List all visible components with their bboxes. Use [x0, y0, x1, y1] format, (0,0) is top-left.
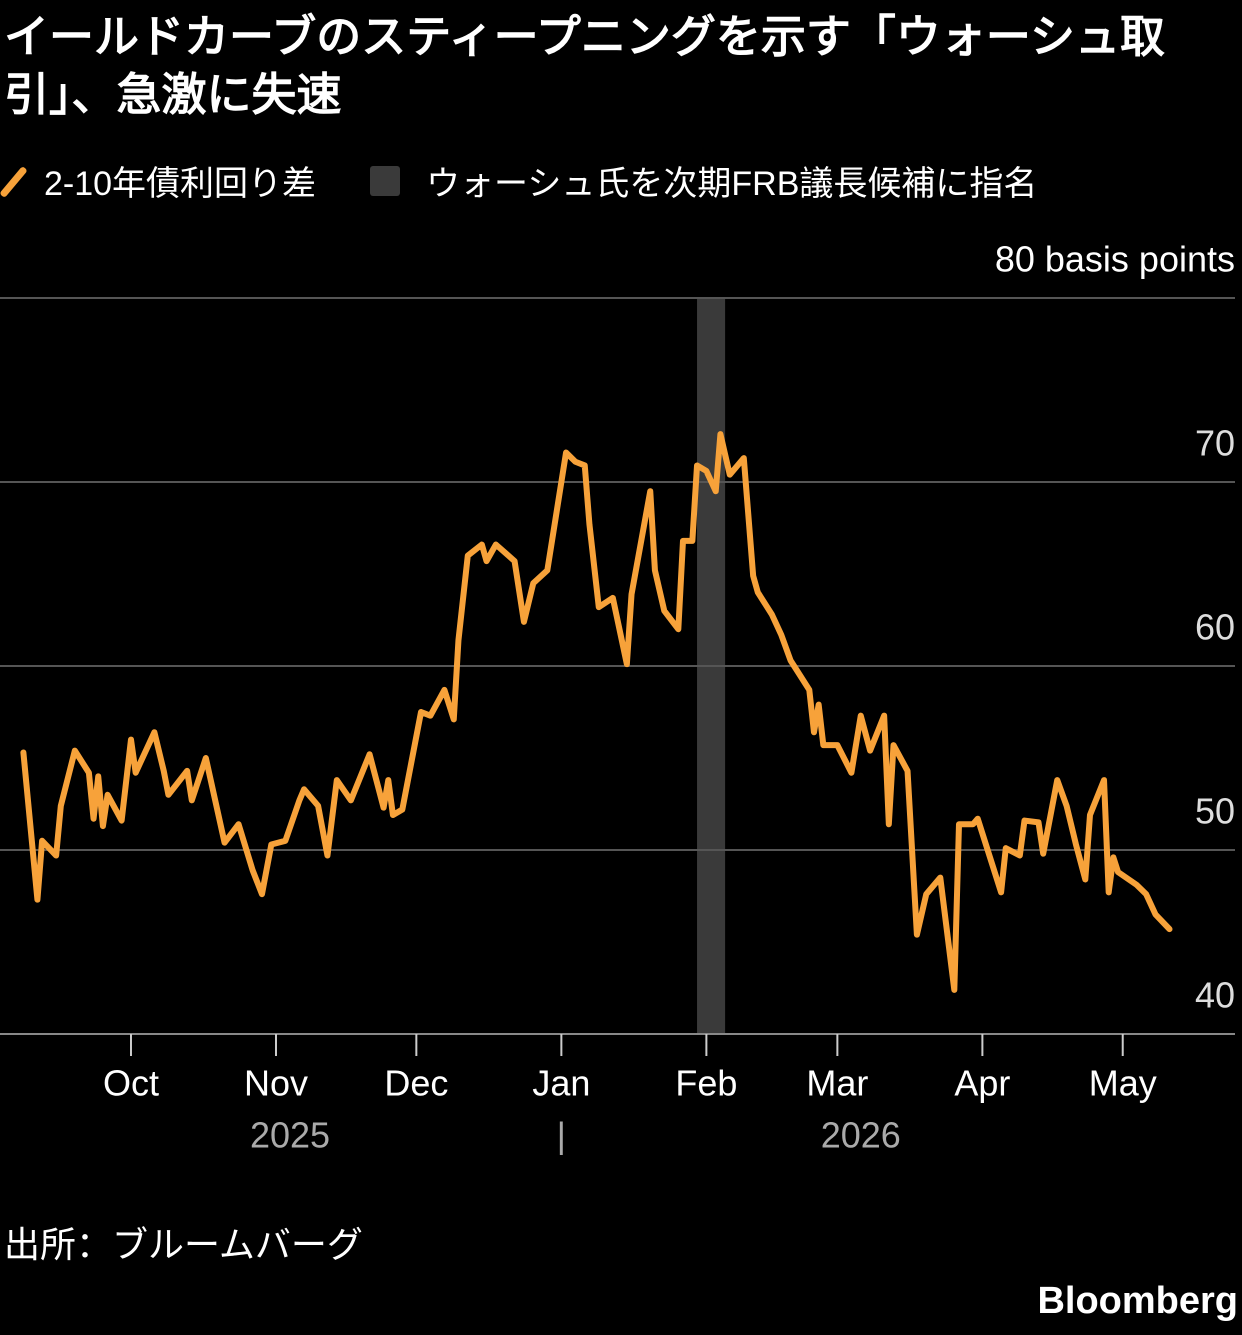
x-tick-label: Nov — [244, 1063, 308, 1104]
legend: 2-10年債利回り差 ウォーシュ氏を次期FRB議長候補に指名 — [6, 156, 1091, 205]
x-tick-label: Apr — [954, 1063, 1010, 1104]
year-label: 2025 — [250, 1115, 330, 1156]
y-tick-label: 50 — [1195, 791, 1235, 832]
y-tick-label: 60 — [1195, 607, 1235, 648]
source: 出所：ブルームバーグ — [4, 1224, 363, 1265]
year-label: | — [557, 1115, 566, 1156]
x-tick-label: Feb — [675, 1063, 737, 1104]
x-tick-label: Mar — [806, 1063, 868, 1104]
data-line — [20, 431, 1173, 993]
legend-label: 2-10年債利回り差 — [44, 165, 317, 203]
y-tick-label: 70 — [1195, 423, 1235, 464]
legend-label: ウォーシュ氏を次期FRB議長候補に指名 — [426, 165, 1038, 203]
x-tick-label: Dec — [384, 1063, 448, 1104]
chart-title: イールドカーブのスティープニングを示す「ウォーシュ取引」、急激に失速 — [4, 11, 1166, 120]
legend-swatch — [370, 165, 401, 196]
year-label: 2026 — [821, 1115, 901, 1156]
legend-item: ウォーシュ氏を次期FRB議長候補に指名 — [370, 156, 1037, 205]
x-tick-label: Jan — [532, 1063, 590, 1104]
legend-swatch — [6, 164, 22, 198]
legend-item: 2-10年債利回り差 — [6, 156, 316, 205]
y-tick-label: 40 — [1195, 975, 1235, 1016]
y-tick-label: 80 basis points — [995, 239, 1235, 280]
brand: Bloomberg — [1037, 1280, 1238, 1322]
x-tick-label: May — [1089, 1063, 1157, 1104]
x-tick-label: Oct — [103, 1063, 159, 1104]
